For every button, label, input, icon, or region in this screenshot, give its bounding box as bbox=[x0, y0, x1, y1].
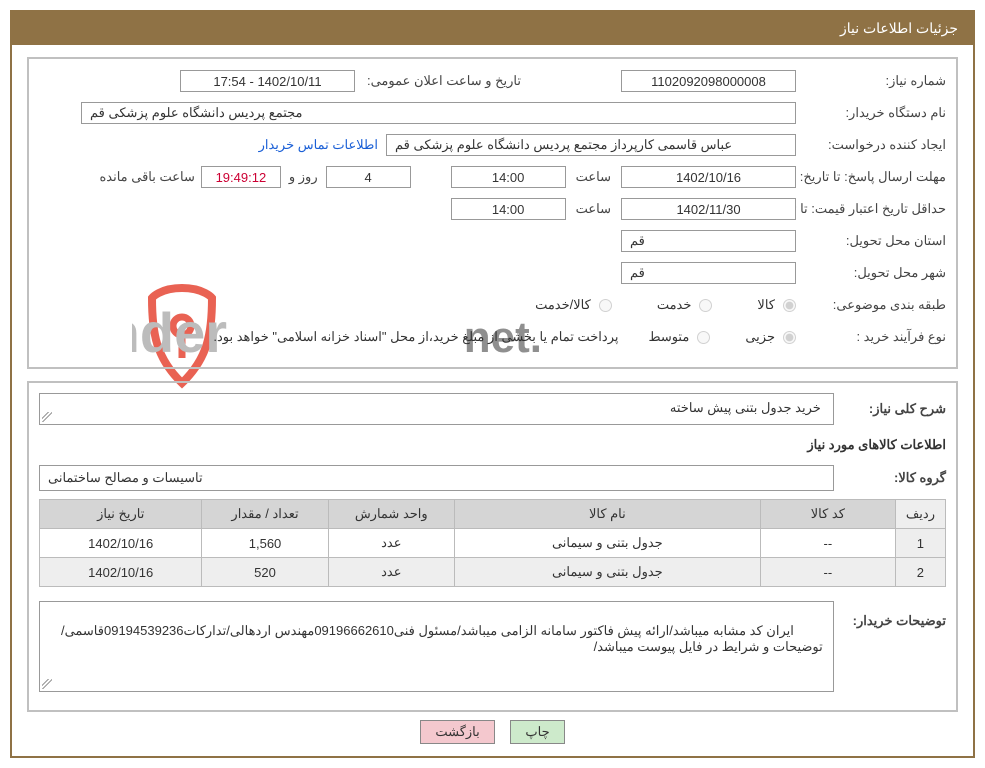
need-info-section: شماره نیاز: 1102092098000008 تاریخ و ساع… bbox=[27, 57, 958, 369]
col-unit: واحد شمارش bbox=[328, 500, 454, 529]
buyer-notes-label: توضیحات خریدار: bbox=[834, 597, 946, 629]
buyer-notes-value: ایران کد مشابه میباشد/ارائه پیش فاکتور س… bbox=[39, 601, 834, 692]
requester-label: ایجاد کننده درخواست: bbox=[796, 137, 946, 153]
radio-partial[interactable] bbox=[783, 331, 796, 344]
col-qty: تعداد / مقدار bbox=[202, 500, 328, 529]
buyer-contact-link[interactable]: اطلاعات تماس خریدار bbox=[259, 137, 378, 153]
radio-medium[interactable] bbox=[697, 331, 710, 344]
radio-partial-label: جزیی bbox=[745, 329, 775, 345]
process-note: پرداخت تمام یا بخشی از مبلغ خرید،از محل … bbox=[213, 329, 618, 345]
table-row: 1 -- جدول بتنی و سیمانی عدد 1,560 1402/1… bbox=[40, 529, 946, 558]
radio-goods-service[interactable] bbox=[599, 299, 612, 312]
validity-date: 1402/11/30 bbox=[621, 198, 796, 220]
col-row: ردیف bbox=[895, 500, 945, 529]
validity-label: حداقل تاریخ اعتبار قیمت: تا تاریخ: bbox=[796, 201, 946, 217]
response-date: 1402/10/16 bbox=[621, 166, 796, 188]
need-number-value: 1102092098000008 bbox=[621, 70, 796, 92]
need-details-section: شرح کلی نیاز: خرید جدول بتنی پیش ساخته ا… bbox=[27, 381, 958, 712]
announce-label: تاریخ و ساعت اعلان عمومی: bbox=[361, 73, 521, 89]
resize-handle-icon bbox=[42, 412, 52, 422]
resize-handle-icon bbox=[42, 679, 52, 689]
items-table: ردیف کد کالا نام کالا واحد شمارش تعداد /… bbox=[39, 499, 946, 587]
validity-time: 14:00 bbox=[451, 198, 566, 220]
category-label: طبقه بندی موضوعی: bbox=[796, 297, 946, 313]
overall-need-label: شرح کلی نیاز: bbox=[834, 401, 946, 417]
response-time: 14:00 bbox=[451, 166, 566, 188]
city-value: قم bbox=[621, 262, 796, 284]
time-label-1: ساعت bbox=[566, 169, 621, 185]
time-label-2: ساعت bbox=[566, 201, 621, 217]
col-name: نام کالا bbox=[454, 500, 760, 529]
radio-service[interactable] bbox=[699, 299, 712, 312]
requester-value: عباس قاسمی کارپرداز مجتمع پردیس دانشگاه … bbox=[386, 134, 796, 156]
province-value: قم bbox=[621, 230, 796, 252]
radio-service-label: خدمت bbox=[657, 297, 692, 313]
province-label: استان محل تحویل: bbox=[796, 233, 946, 249]
radio-goods-service-label: کالا/خدمت bbox=[535, 297, 591, 313]
col-code: کد کالا bbox=[760, 500, 895, 529]
goods-group-value: تاسیسات و مصالح ساختمانی bbox=[39, 465, 834, 491]
countdown-timer: 19:49:12 bbox=[201, 166, 281, 188]
process-label: نوع فرآیند خرید : bbox=[796, 329, 946, 345]
radio-medium-label: متوسط bbox=[648, 329, 689, 345]
col-date: تاریخ نیاز bbox=[40, 500, 202, 529]
buyer-label: نام دستگاه خریدار: bbox=[796, 105, 946, 121]
announce-value: 1402/10/11 - 17:54 bbox=[180, 70, 355, 92]
buyer-value: مجتمع پردیس دانشگاه علوم پزشکی قم bbox=[81, 102, 796, 124]
overall-need-value: خرید جدول بتنی پیش ساخته bbox=[39, 393, 834, 425]
table-row: 2 -- جدول بتنی و سیمانی عدد 520 1402/10/… bbox=[40, 558, 946, 587]
page-title-bar: جزئیات اطلاعات نیاز bbox=[12, 12, 973, 45]
goods-group-label: گروه کالا: bbox=[834, 470, 946, 486]
back-button[interactable]: بازگشت bbox=[420, 720, 494, 744]
need-number-label: شماره نیاز: bbox=[796, 73, 946, 89]
items-title: اطلاعات کالاهای مورد نیاز bbox=[807, 437, 946, 453]
city-label: شهر محل تحویل: bbox=[796, 265, 946, 281]
days-and-label: روز و bbox=[281, 169, 326, 185]
print-button[interactable]: چاپ bbox=[510, 720, 564, 744]
remaining-label: ساعت باقی مانده bbox=[93, 169, 200, 185]
page-title: جزئیات اطلاعات نیاز bbox=[840, 20, 958, 36]
response-deadline-label: مهلت ارسال پاسخ: تا تاریخ: bbox=[796, 169, 946, 185]
days-remaining: 4 bbox=[326, 166, 411, 188]
radio-goods[interactable] bbox=[783, 299, 796, 312]
radio-goods-label: کالا bbox=[757, 297, 775, 313]
